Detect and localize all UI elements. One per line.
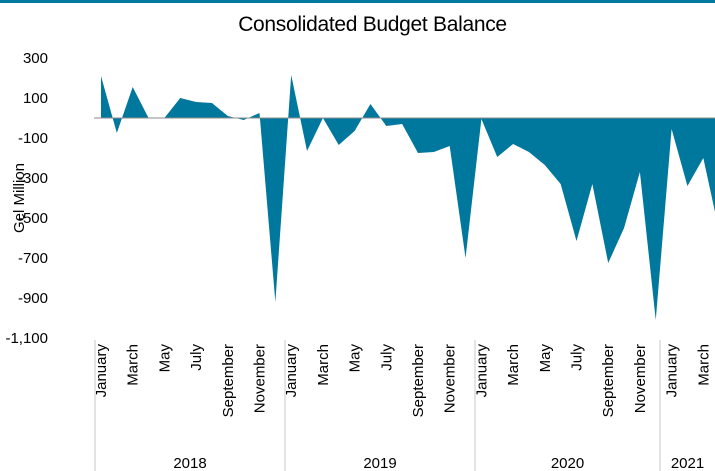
month-label: January	[664, 344, 681, 398]
month-label: November	[252, 344, 269, 413]
month-label: July	[378, 344, 395, 371]
month-label: May	[537, 344, 554, 373]
y-tick-label: 300	[23, 50, 48, 67]
year-label: 2021	[671, 455, 704, 471]
month-label: November	[632, 344, 649, 413]
y-tick-label: -300	[18, 170, 48, 187]
month-label: January	[283, 344, 300, 398]
month-label: September	[220, 344, 237, 417]
year-label: 2020	[551, 455, 584, 471]
year-label: 2018	[173, 455, 206, 471]
month-label: March	[505, 344, 522, 386]
top-rule	[0, 0, 715, 3]
year-label: 2019	[363, 455, 396, 471]
month-label: May	[347, 344, 364, 373]
area-series	[101, 75, 715, 320]
chart-title: Consolidated Budget Balance	[238, 13, 507, 36]
month-label: March	[315, 344, 332, 386]
month-label: January	[93, 344, 110, 398]
month-label: July	[569, 344, 586, 371]
month-label: July	[188, 344, 205, 371]
month-label: May	[156, 344, 173, 373]
y-tick-label: -900	[18, 290, 48, 307]
y-tick-label: -700	[18, 250, 48, 267]
month-label: March	[695, 344, 712, 386]
y-tick-label: -100	[18, 130, 48, 147]
month-label: September	[410, 344, 427, 417]
y-tick-label: 100	[23, 90, 48, 107]
y-tick-label: -500	[18, 210, 48, 227]
month-label: September	[600, 344, 617, 417]
month-label: March	[125, 344, 142, 386]
y-tick-label: -1,100	[5, 330, 48, 347]
y-axis-label: Gel Million	[11, 163, 28, 233]
month-label: January	[473, 344, 490, 398]
month-label: November	[442, 344, 459, 413]
